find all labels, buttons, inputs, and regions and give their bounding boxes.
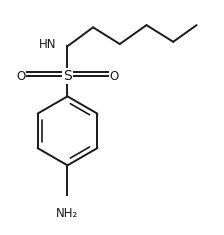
Text: O: O bbox=[110, 70, 119, 83]
Text: O: O bbox=[16, 70, 25, 83]
Text: NH₂: NH₂ bbox=[56, 207, 79, 219]
Text: HN: HN bbox=[39, 38, 56, 51]
Text: S: S bbox=[63, 69, 72, 83]
